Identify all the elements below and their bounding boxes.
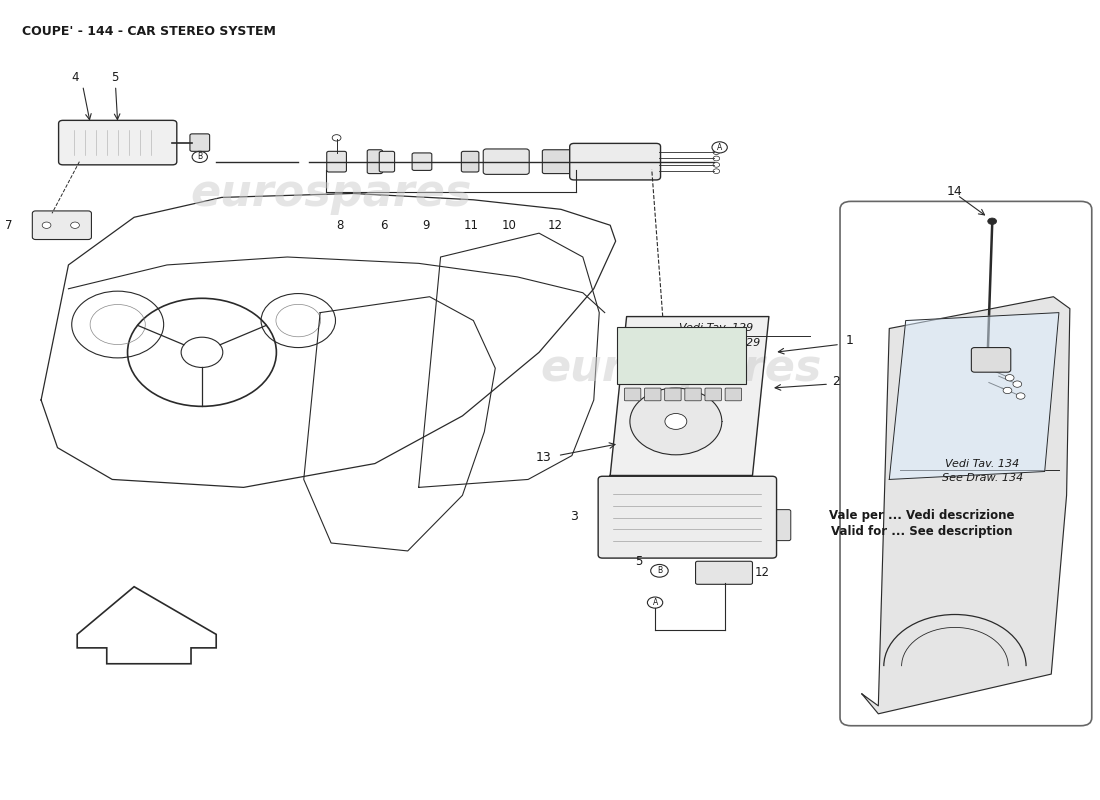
FancyBboxPatch shape [685, 388, 702, 401]
Circle shape [42, 222, 51, 229]
Circle shape [1003, 387, 1012, 394]
Text: B: B [657, 566, 662, 575]
Text: 6: 6 [379, 218, 387, 232]
Text: B: B [197, 152, 202, 162]
FancyBboxPatch shape [695, 562, 752, 584]
FancyBboxPatch shape [598, 476, 777, 558]
Text: 10: 10 [502, 218, 517, 232]
FancyBboxPatch shape [625, 388, 641, 401]
FancyBboxPatch shape [840, 202, 1091, 726]
Circle shape [713, 150, 719, 154]
Text: 8: 8 [337, 218, 343, 232]
FancyBboxPatch shape [971, 347, 1011, 372]
FancyBboxPatch shape [725, 388, 741, 401]
Text: 7: 7 [6, 218, 12, 232]
Circle shape [70, 222, 79, 229]
Text: 12: 12 [755, 566, 770, 579]
Circle shape [988, 218, 997, 225]
FancyBboxPatch shape [190, 134, 210, 151]
FancyBboxPatch shape [542, 150, 571, 174]
Text: 14: 14 [946, 186, 961, 198]
FancyBboxPatch shape [327, 151, 346, 172]
FancyBboxPatch shape [461, 151, 478, 172]
Text: 5: 5 [111, 71, 119, 84]
Circle shape [651, 565, 668, 577]
Circle shape [192, 151, 208, 162]
Circle shape [1016, 393, 1025, 399]
Circle shape [1005, 374, 1014, 381]
FancyBboxPatch shape [379, 151, 395, 172]
Circle shape [713, 156, 719, 161]
Text: Vedi Tav. 129: Vedi Tav. 129 [679, 323, 754, 334]
Text: Vedi Tav. 134: Vedi Tav. 134 [945, 458, 1020, 469]
FancyBboxPatch shape [664, 388, 681, 401]
FancyBboxPatch shape [483, 149, 529, 174]
Text: 9: 9 [422, 218, 430, 232]
Polygon shape [862, 297, 1070, 714]
Text: 3: 3 [570, 510, 578, 523]
Text: A: A [652, 598, 658, 607]
FancyBboxPatch shape [770, 510, 791, 541]
Text: 5: 5 [636, 554, 642, 568]
Circle shape [648, 597, 662, 608]
Circle shape [1013, 381, 1022, 387]
Text: Vale per ... Vedi descrizione: Vale per ... Vedi descrizione [829, 509, 1015, 522]
Text: See Draw. 129: See Draw. 129 [679, 338, 760, 348]
Polygon shape [610, 317, 769, 475]
Circle shape [713, 169, 719, 174]
Polygon shape [77, 586, 217, 664]
Text: Valid for ... See description: Valid for ... See description [832, 525, 1013, 538]
FancyBboxPatch shape [570, 143, 660, 180]
FancyBboxPatch shape [367, 150, 383, 174]
Text: A: A [717, 143, 723, 152]
Circle shape [712, 142, 727, 153]
Text: eurospares: eurospares [540, 346, 822, 390]
Text: See Draw. 134: See Draw. 134 [942, 473, 1023, 483]
FancyBboxPatch shape [32, 211, 91, 239]
Text: eurospares: eurospares [190, 172, 472, 215]
Text: 4: 4 [72, 71, 79, 84]
FancyBboxPatch shape [705, 388, 722, 401]
FancyBboxPatch shape [645, 388, 661, 401]
Circle shape [664, 414, 686, 430]
Text: 1: 1 [846, 334, 854, 347]
Text: 11: 11 [464, 218, 478, 232]
Circle shape [332, 134, 341, 141]
Text: 2: 2 [833, 375, 840, 388]
Text: 13: 13 [536, 451, 551, 465]
Circle shape [630, 388, 722, 455]
Text: 12: 12 [548, 218, 563, 232]
FancyBboxPatch shape [412, 153, 432, 170]
Polygon shape [889, 313, 1059, 479]
Text: COUPE' - 144 - CAR STEREO SYSTEM: COUPE' - 144 - CAR STEREO SYSTEM [22, 25, 276, 38]
Circle shape [713, 162, 719, 167]
FancyBboxPatch shape [58, 120, 177, 165]
FancyBboxPatch shape [617, 327, 746, 384]
